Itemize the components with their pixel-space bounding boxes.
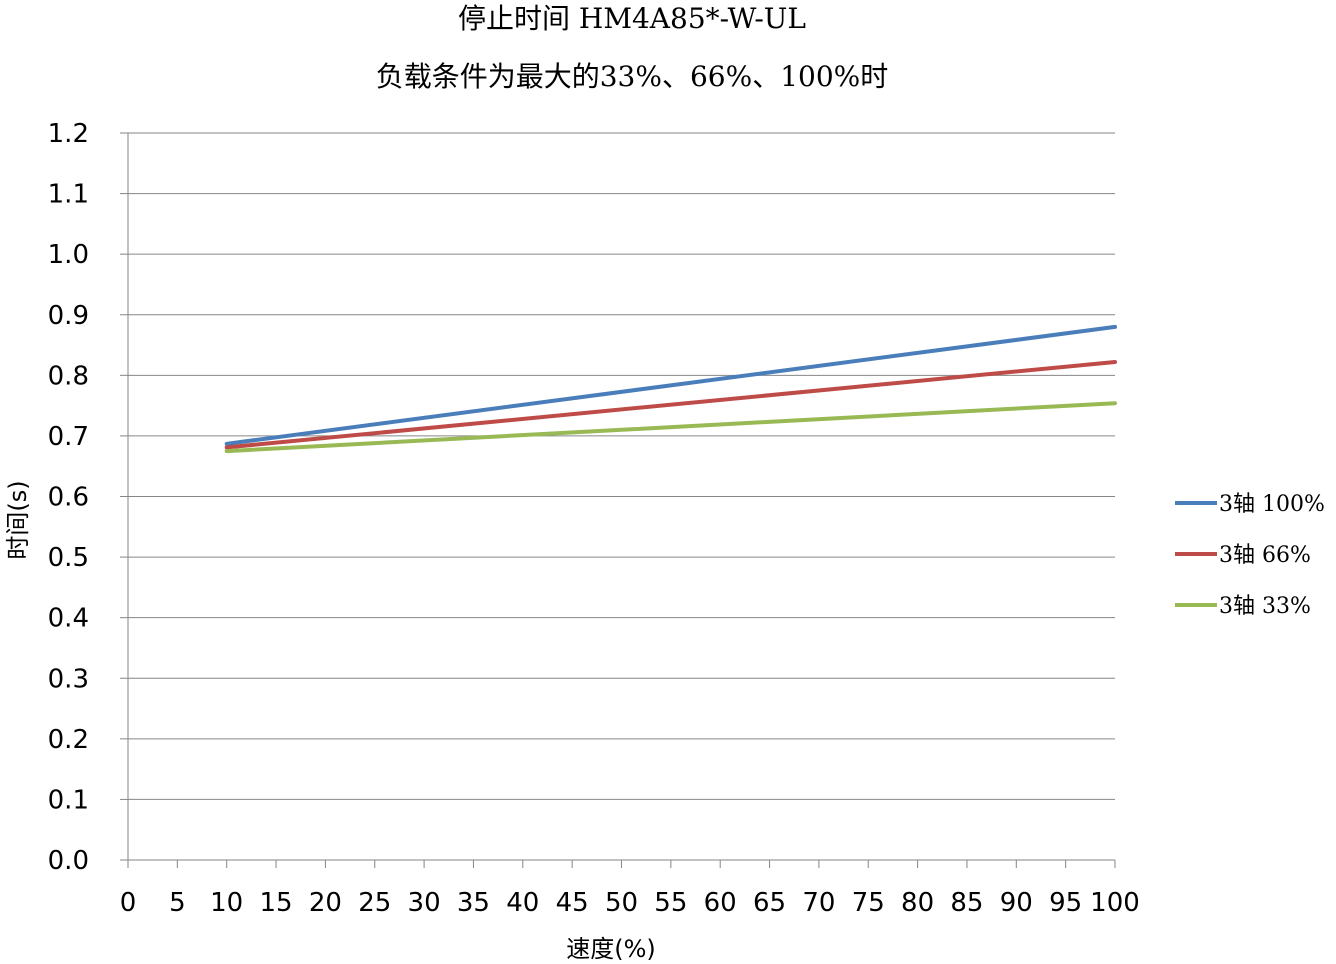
x-tick-label: 45 xyxy=(556,888,589,918)
x-tick-label: 60 xyxy=(704,888,737,918)
y-tick-label: 1.1 xyxy=(48,180,89,210)
y-tick-label: 0.3 xyxy=(48,664,89,694)
x-tick-label: 95 xyxy=(1049,888,1082,918)
y-tick-label: 0.9 xyxy=(48,301,89,331)
gridlines xyxy=(128,132,1115,800)
x-tick-label: 90 xyxy=(1000,888,1033,918)
legend: 3轴 100% 3轴 66% 3轴 33% xyxy=(1175,492,1325,619)
x-tick-label: 10 xyxy=(210,888,243,918)
y-tick-label: 0.1 xyxy=(48,785,89,815)
chart-subtitle: 负载条件为最大的33%、66%、100%时 xyxy=(376,60,889,93)
x-tick-label: 50 xyxy=(605,888,638,918)
legend-label: 3轴 100% xyxy=(1219,492,1325,517)
series-lines xyxy=(224,324,1117,454)
x-tick-label: 85 xyxy=(950,888,983,918)
legend-label: 3轴 66% xyxy=(1219,543,1311,568)
x-tick-label: 75 xyxy=(852,888,885,918)
x-tick-label: 40 xyxy=(506,888,539,918)
y-tick-label: 0.6 xyxy=(48,483,89,513)
y-tick-label: 1.2 xyxy=(48,119,89,149)
x-tick-label: 5 xyxy=(169,888,186,918)
y-tick-label: 1.0 xyxy=(48,240,89,270)
y-axis-label: 时间(s) xyxy=(4,480,32,559)
x-tick-label: 30 xyxy=(408,888,441,918)
y-tick-label: 0.2 xyxy=(48,725,89,755)
x-tick-label: 55 xyxy=(654,888,687,918)
series-line xyxy=(224,360,1117,450)
x-tick-label: 80 xyxy=(901,888,934,918)
x-tick-label: 100 xyxy=(1090,888,1140,918)
y-tick-label: 0.0 xyxy=(48,846,89,876)
x-tick-label: 65 xyxy=(753,888,786,918)
x-tick-label: 15 xyxy=(260,888,293,918)
x-tick-label: 70 xyxy=(802,888,835,918)
x-axis-label: 速度(%) xyxy=(566,935,656,963)
y-tick-label: 0.4 xyxy=(48,604,89,634)
x-tick-label: 25 xyxy=(358,888,391,918)
legend-label: 3轴 33% xyxy=(1219,594,1311,619)
x-tick-label: 20 xyxy=(309,888,342,918)
x-tick-label: 35 xyxy=(457,888,490,918)
y-tick-label: 0.8 xyxy=(48,361,89,391)
y-tick-label: 0.5 xyxy=(48,543,89,573)
y-tick-labels: 0.0 0.1 0.2 0.3 0.4 0.5 0.6 0.7 0.8 0.9 1.0 1.1 1.2 xyxy=(48,119,89,876)
chart-title: 停止时间 HM4A85*-W-UL xyxy=(458,2,806,35)
series-line xyxy=(224,401,1117,454)
x-tick-label: 0 xyxy=(120,888,137,918)
x-tick-labels: 0 5 10 15 20 25 30 35 40 45 50 55 60 65 70 75 80 85 90 95 10… xyxy=(120,888,1140,918)
axes xyxy=(120,132,1116,868)
y-tick-label: 0.7 xyxy=(48,422,89,452)
series-line xyxy=(224,324,1117,446)
